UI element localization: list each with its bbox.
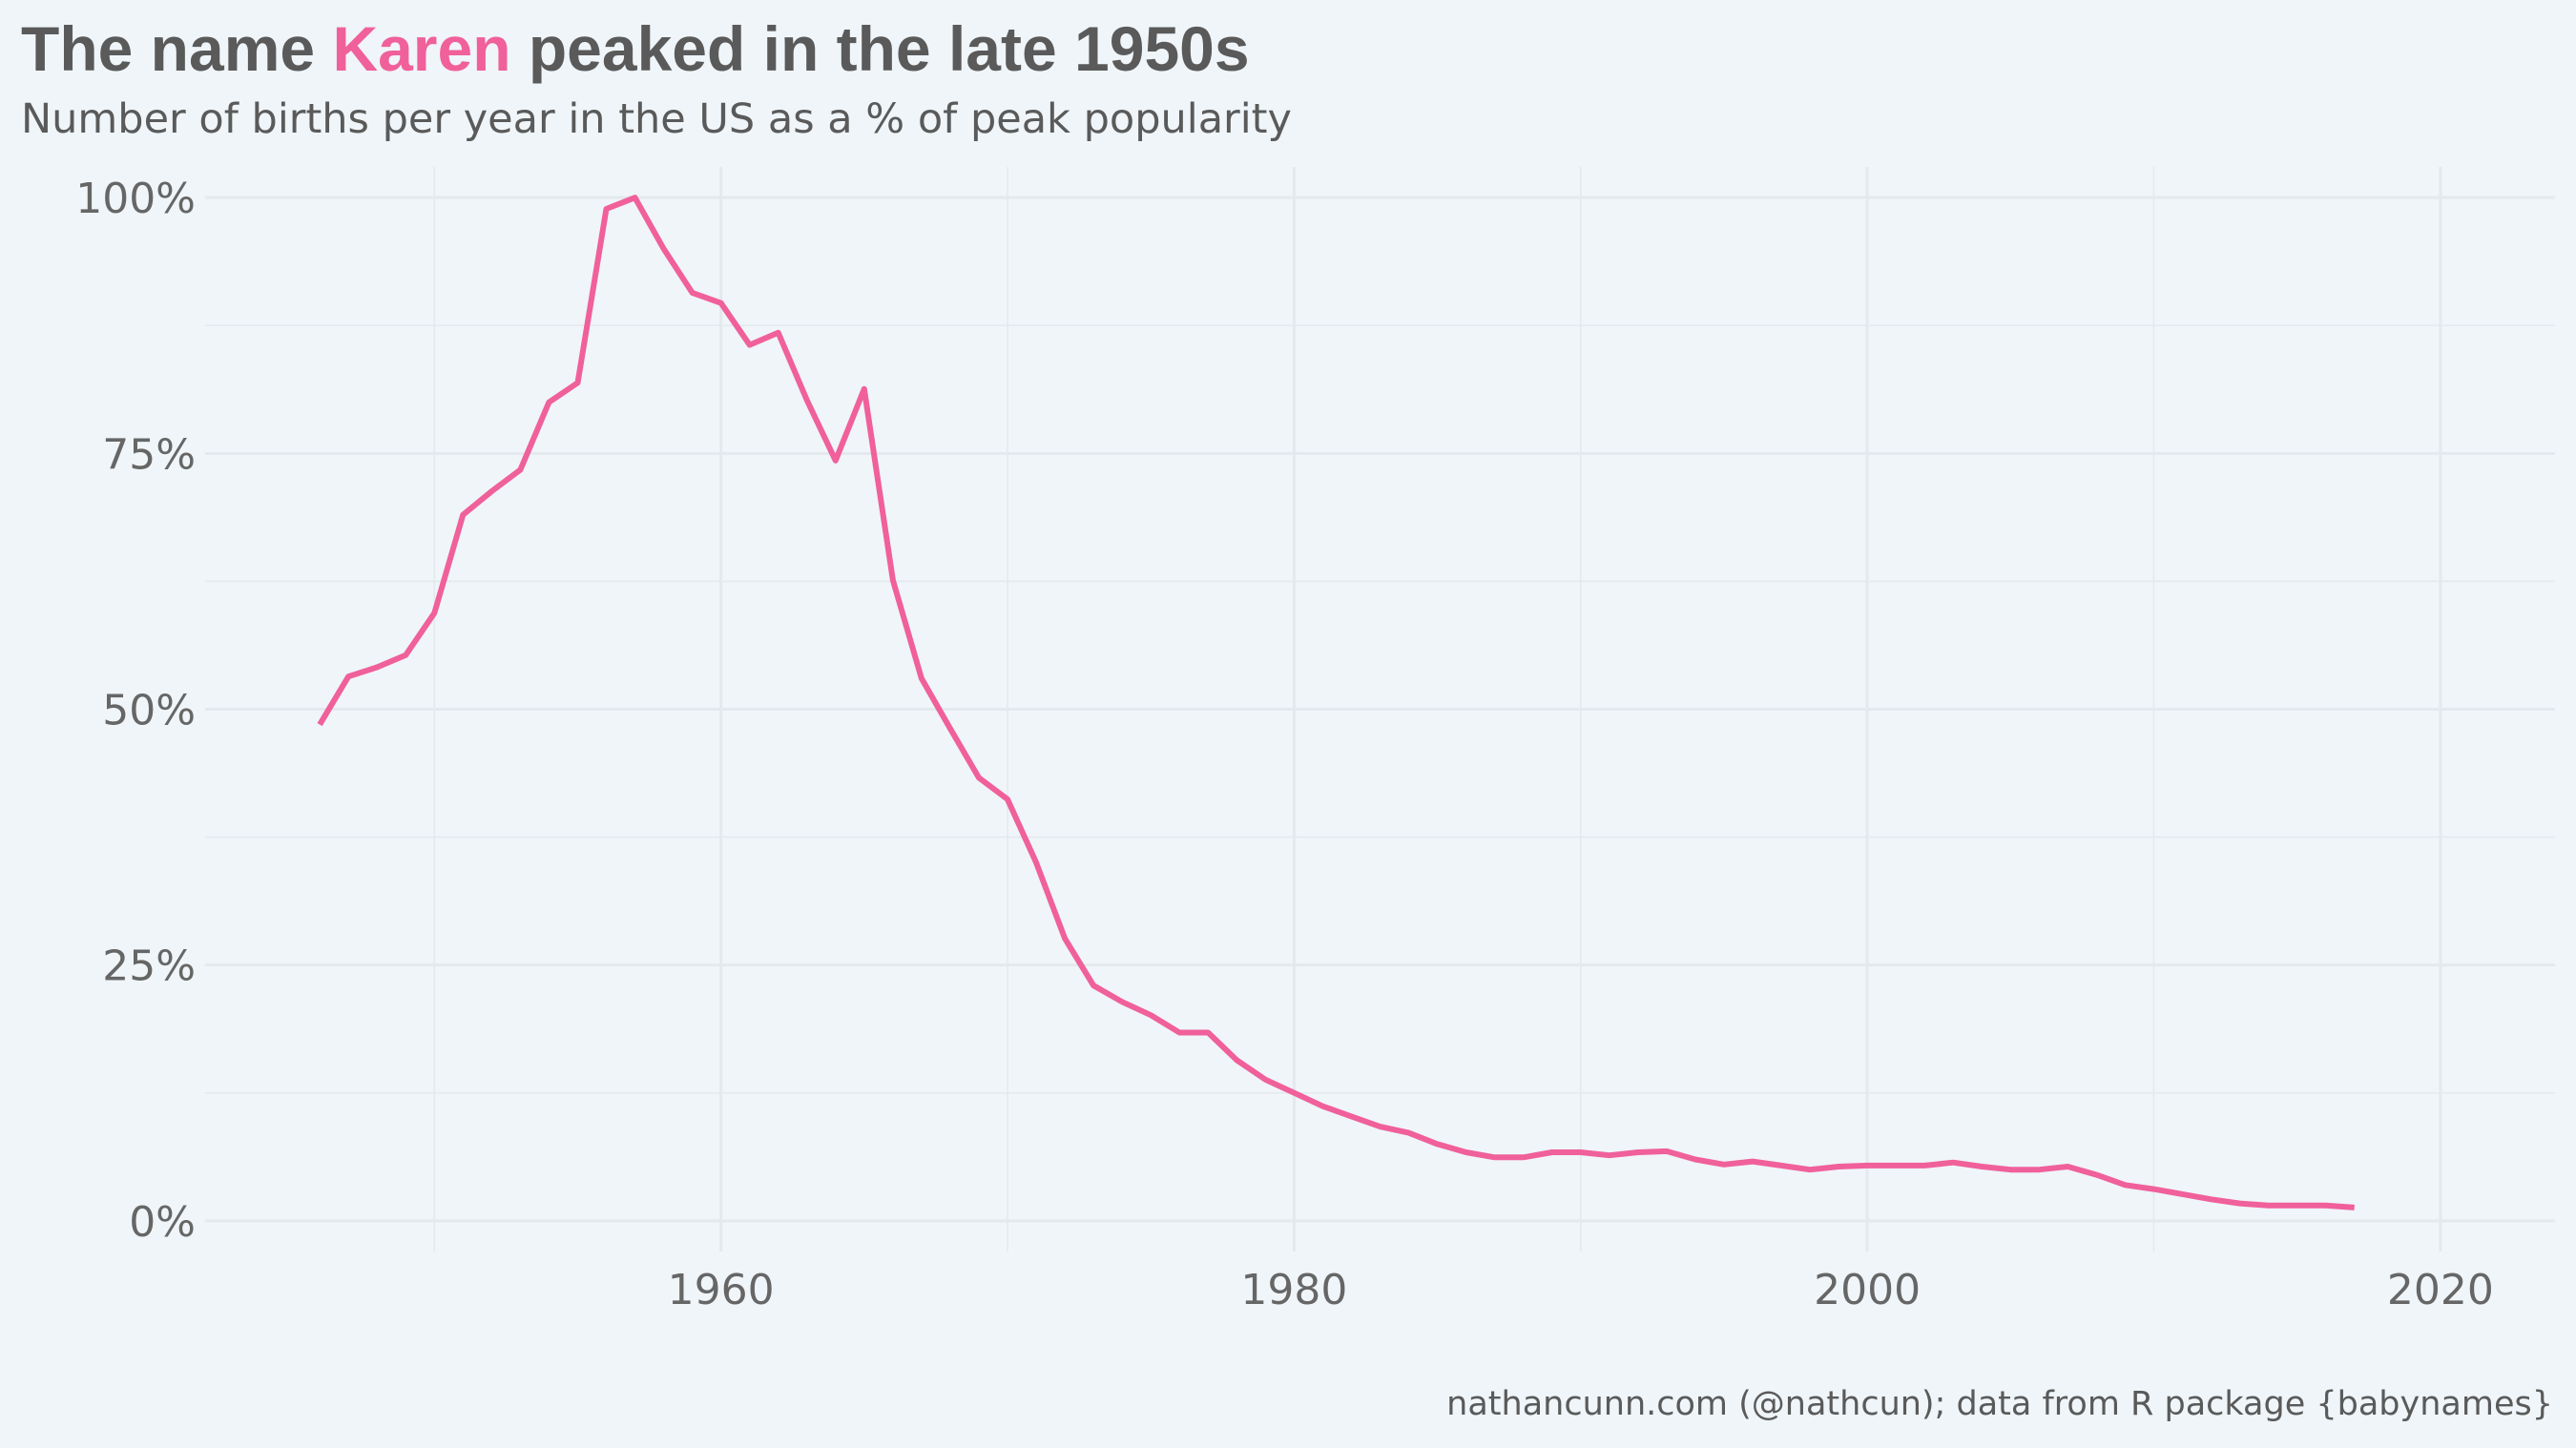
y-tick-label: 50% [102,687,196,735]
chart-title: The name Karen peaked in the late 1950s [21,11,1250,87]
series-layer [317,195,2355,1210]
title-prefix: The name [21,13,333,84]
karen-series-line [317,195,2355,1210]
x-axis: 1960 1980 2000 2020 [668,1266,2494,1314]
y-tick-label: 0% [129,1198,196,1247]
y-tick-label: 25% [102,942,196,991]
y-tick-label: 75% [102,430,196,479]
y-axis: 0% 25% 50% 75% 100% [75,175,196,1247]
source-caption: nathancunn.com (@nathcun); data from R p… [1446,1385,2553,1423]
x-tick-label: 2000 [1814,1266,1921,1314]
x-tick-label: 2020 [2387,1266,2494,1314]
x-tick-label: 1960 [668,1266,775,1314]
y-tick-label: 100% [75,175,196,223]
title-highlight-name: Karen [332,13,511,84]
title-suffix: peaked in the late 1950s [510,13,1250,84]
x-tick-label: 1980 [1240,1266,1347,1314]
major-gridlines [205,167,2555,1251]
chart-subtitle: Number of births per year in the US as a… [21,95,1292,143]
